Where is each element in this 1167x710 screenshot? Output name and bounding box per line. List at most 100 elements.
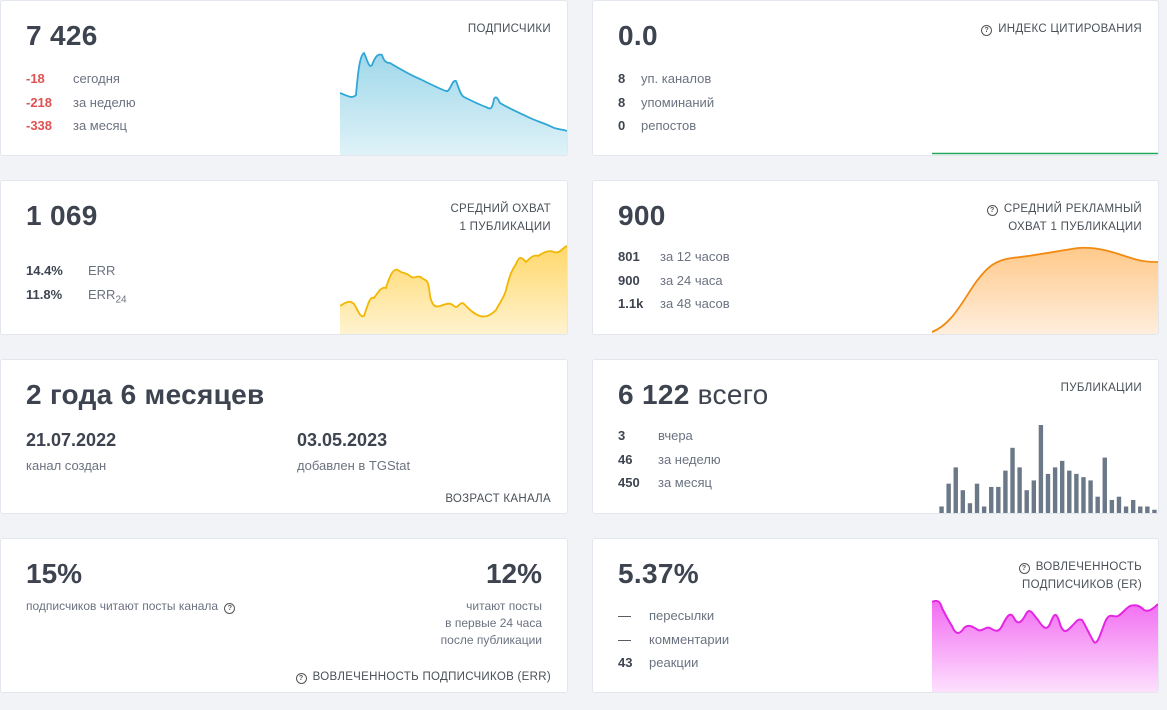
area <box>340 246 567 334</box>
created-date: 21.07.2022 <box>26 430 117 450</box>
posts-bar <box>1138 506 1143 513</box>
posts-bar <box>953 467 958 513</box>
stat-row: 46 за неделю <box>618 451 721 467</box>
posts-bar <box>1152 509 1157 513</box>
stat-row: 900 за 24 часа <box>618 272 723 288</box>
line <box>340 51 567 132</box>
help-icon[interactable]: ? <box>981 25 993 36</box>
err-card[interactable]: 15% подписчиков читают посты канала ? 12… <box>0 538 568 693</box>
reach-value: 1 069 <box>26 200 98 231</box>
posts-bar <box>1130 499 1136 513</box>
added-label: добавлен в TGStat <box>297 458 411 473</box>
stat-row: — комментарии <box>618 631 730 647</box>
posts-bar <box>1088 480 1093 513</box>
ad-reach-value: 900 <box>618 200 666 231</box>
posts-bar <box>1116 496 1122 513</box>
reach-sparkline <box>340 245 567 334</box>
posts-bar <box>1081 477 1086 513</box>
posts-total: 6 122 всего <box>618 379 769 410</box>
stat-row: — пересылки <box>618 608 715 623</box>
stat-row: 8 упоминаний <box>618 94 715 110</box>
help-icon[interactable]: ? <box>295 673 307 684</box>
stat-row: 43 реакции <box>618 655 699 670</box>
posts-bar <box>1102 457 1107 513</box>
stat-row: -218 за неделю <box>26 94 136 110</box>
posts-bar <box>1145 506 1150 513</box>
line <box>932 599 1158 644</box>
posts-bar-chart <box>939 425 1157 513</box>
posts-bar <box>996 486 1001 513</box>
posts-title: ПУБЛИКАЦИИ <box>1060 382 1142 394</box>
subscribers-title: ПОДПИСЧИКИ <box>467 23 551 35</box>
reach-stats: 14.4% ERR 11.8% ERR24 <box>26 259 127 306</box>
reach-title: СРЕДНИЙ ОХВАТ 1 ПУБЛИКАЦИИ <box>450 203 551 233</box>
err-left-text: подписчиков читают посты канала ? <box>26 599 241 614</box>
area <box>932 247 1158 334</box>
posts-bar <box>960 490 966 513</box>
posts-bar <box>1010 447 1015 513</box>
posts-bar <box>1059 460 1065 513</box>
stat-row: -18 сегодня <box>26 71 120 86</box>
posts-bar <box>1031 480 1037 513</box>
posts-card[interactable]: 6 122 всего ПУБЛИКАЦИИ 3 вчера 46 за недел… <box>592 359 1159 514</box>
posts-bar <box>974 483 980 513</box>
ad-reach-sparkline <box>932 246 1158 334</box>
er-card[interactable]: 5.37% ? ВОВЛЕЧЕННОСТЬ ПОДПИСЧИКОВ (ER) — пе… <box>592 538 1159 693</box>
citation-card[interactable]: 0.0 ? ИНДЕКС ЦИТИРОВАНИЯ 8 уп. каналов 8 уп… <box>592 0 1159 156</box>
subscribers-count: 7 426 <box>26 20 98 51</box>
area <box>932 600 1158 692</box>
citation-sparkline <box>932 152 1158 155</box>
channel-age-value: 2 года 6 месяцев <box>26 379 265 410</box>
stat-row: 11.8% ERR24 <box>26 286 127 306</box>
posts-bar <box>1123 506 1129 513</box>
posts-bar <box>1017 467 1022 513</box>
posts-bar <box>1109 499 1115 513</box>
posts-bar <box>1095 496 1100 513</box>
stat-row: 1.1k за 48 часов <box>618 296 730 311</box>
added-date: 03.05.2023 <box>297 430 388 450</box>
er-title[interactable]: ? ВОВЛЕЧЕННОСТЬ ПОДПИСЧИКОВ (ER) <box>1018 558 1142 594</box>
line <box>932 246 1158 333</box>
ad-reach-card[interactable]: 900 ? СРЕДНИЙ РЕКЛАМНЫЙ ОХВАТ 1 ПУБЛИКАЦИИ… <box>592 180 1159 335</box>
stat-row: 14.4% ERR <box>26 263 116 278</box>
created-label: канал создан <box>26 458 107 473</box>
citation-stats: 8 уп. каналов 8 упоминаний 0 репостов <box>618 67 714 138</box>
stat-row: 801 за 12 часов <box>618 249 730 264</box>
err-right-text: читают посты в первые 24 часа после публ… <box>440 599 542 647</box>
posts-bar <box>946 483 951 513</box>
help-icon[interactable]: ? <box>1018 563 1030 574</box>
posts-bar <box>1074 473 1079 513</box>
posts-bar <box>981 506 987 513</box>
posts-bar <box>939 506 944 513</box>
stat-row: 3 вчера <box>618 428 693 443</box>
line <box>340 245 567 318</box>
ad-reach-title[interactable]: ? СРЕДНИЙ РЕКЛАМНЫЙ ОХВАТ 1 ПУБЛИКАЦИИ <box>986 200 1142 236</box>
er-sparkline <box>932 599 1158 692</box>
posts-bar <box>1024 490 1029 513</box>
posts-bar <box>1045 473 1051 513</box>
stat-row: 450 за месяц <box>618 475 712 490</box>
posts-bar <box>1052 467 1058 513</box>
citation-title[interactable]: ? ИНДЕКС ЦИТИРОВАНИЯ <box>981 20 1142 38</box>
stat-row: 0 репостов <box>618 118 697 133</box>
err-right-value: 12% <box>485 558 542 589</box>
area <box>340 53 567 155</box>
posts-bar <box>1038 425 1044 513</box>
channel-age-card[interactable]: 2 года 6 месяцев 21.07.2022 канал создан… <box>0 359 568 514</box>
reach-card[interactable]: 1 069 СРЕДНИЙ ОХВАТ 1 ПУБЛИКАЦИИ 14.4% ERR… <box>0 180 568 335</box>
posts-stats: 3 вчера 46 за неделю 450 за месяц <box>618 424 721 495</box>
citation-index: 0.0 <box>618 20 658 51</box>
err-title[interactable]: ? ВОВЛЕЧЕННОСТЬ ПОДПИСЧИКОВ (ERR) <box>295 671 551 684</box>
er-stats: — пересылки — комментарии 43 реакции <box>618 604 729 675</box>
posts-bar <box>1003 470 1008 513</box>
posts-bar <box>1067 470 1072 513</box>
er-value: 5.37% <box>618 558 699 589</box>
subscribers-card[interactable]: 7 426 ПОДПИСЧИКИ -18 сегодня -218 за недел… <box>0 0 568 156</box>
stat-row: -338 за месяц <box>26 118 127 133</box>
help-icon[interactable]: ? <box>224 603 236 614</box>
err-left-value: 15% <box>26 558 83 589</box>
help-icon[interactable]: ? <box>986 205 998 216</box>
posts-bar <box>967 503 973 513</box>
posts-bar <box>989 486 994 513</box>
ad-reach-stats: 801 за 12 часов 900 за 24 часа 1.1k за 48 ч… <box>618 245 730 316</box>
